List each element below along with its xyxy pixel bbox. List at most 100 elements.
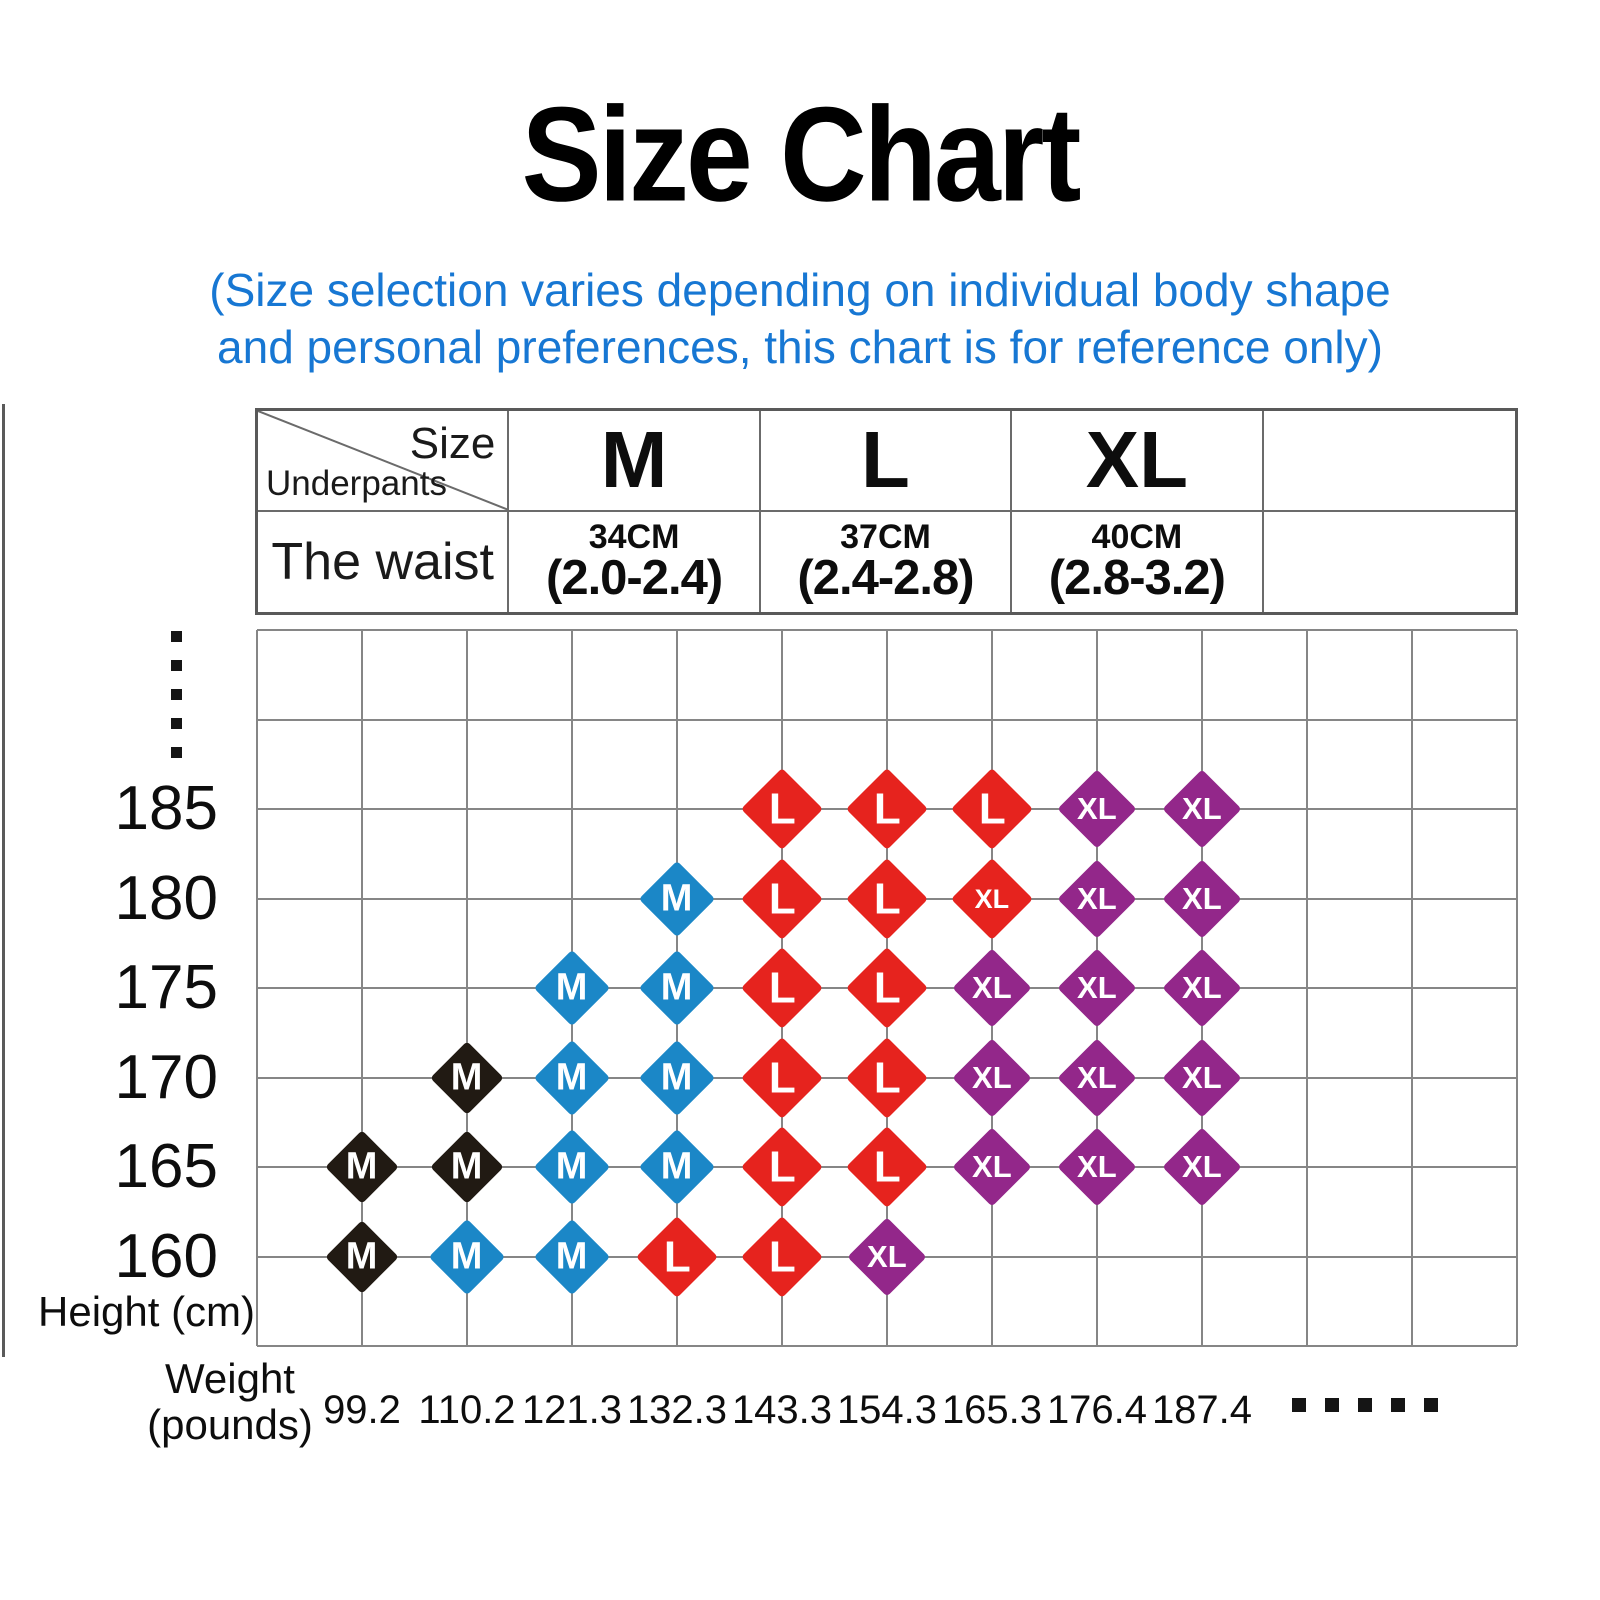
ellipsis-dot [1358,1398,1372,1412]
waist-value-xl: 40CM (2.8-3.2) [1012,511,1264,612]
y-tick-185: 185 [114,774,218,843]
x-tick-110.2: 110.2 [418,1388,516,1432]
waist-range-l: (2.4-2.8) [797,551,974,606]
size-marker-label: L [768,1141,796,1191]
size-marker-label: XL [972,970,1012,1005]
ellipsis-dot [171,660,182,671]
waist-value-m: 34CM (2.0-2.4) [509,511,761,612]
diagonal-divider-line [258,411,508,510]
subtitle-line-2: and personal preferences, this chart is … [217,321,1383,373]
size-column-header-empty [1263,411,1515,512]
waist-value-l: 37CM (2.4-2.8) [761,511,1013,612]
size-marker-label: XL [1182,970,1222,1005]
size-xl-label: XL [1085,415,1188,505]
size-marker-label: M [556,1056,588,1098]
x-tick-154.3: 154.3 [836,1388,938,1432]
y-axis-title: Height (cm) [38,1288,256,1335]
size-marker-label: XL [1182,880,1222,916]
x-tick-99.2: 99.2 [323,1388,401,1432]
size-marker-label: XL [1077,1059,1117,1095]
ellipsis-dot [1325,1398,1339,1412]
size-marker-label: XL [1182,1149,1222,1184]
size-marker-label: L [873,873,901,923]
size-marker-label: M [556,1235,588,1277]
size-marker-label: L [768,962,796,1012]
waist-range-m: (2.0-2.4) [546,551,723,606]
size-marker-label: M [556,1145,588,1188]
page-title: Size Chart [521,79,1082,230]
size-marker-label: M [556,966,588,1009]
x-axis-title-line-2: (pounds) [147,1401,313,1448]
size-marker-label: M [346,1145,378,1188]
size-marker-label: XL [1077,1149,1117,1184]
size-marker-label: L [768,873,796,923]
size-marker-label: L [873,1141,901,1191]
ellipsis-dot [1424,1398,1438,1412]
x-tick-187.4: 187.4 [1151,1388,1253,1432]
size-marker-label: M [661,1145,693,1188]
subtitle-line-1: (Size selection varies depending on indi… [209,264,1391,316]
x-axis-title: Weight (pounds) [120,1356,340,1448]
size-marker-label: XL [1077,880,1117,916]
waist-range-xl: (2.8-3.2) [1048,551,1226,606]
size-marker-label: L [873,1052,901,1102]
ellipsis-dot [1292,1398,1306,1412]
x-tick-132.3: 132.3 [626,1388,728,1432]
corner-size-label: Size [409,419,496,468]
size-column-header-xl: XL [1012,411,1264,512]
ellipsis-dot [171,631,182,642]
y-tick-175: 175 [114,953,218,1022]
size-marker-label: XL [972,1149,1012,1184]
size-marker-label: L [873,962,901,1012]
size-l-label: L [861,415,910,505]
waist-row-label-cell: The waist [258,511,510,612]
waist-row-label: The waist [271,532,494,591]
size-marker-label: M [451,1235,483,1277]
size-marker-label: XL [1182,791,1222,826]
size-marker-label: XL [1077,791,1117,826]
y-tick-170: 170 [114,1042,218,1112]
subtitle-note: (Size selection varies depending on indi… [0,262,1600,376]
x-tick-143.3: 143.3 [731,1388,833,1432]
y-tick-165: 165 [114,1132,218,1201]
y-tick-180: 180 [114,863,218,933]
waist-cm-xl: 40CM [1091,518,1183,557]
size-m-label: M [600,415,668,505]
ellipsis-dot [171,689,182,700]
size-column-header-l: L [760,411,1013,512]
y-tick-160: 160 [114,1221,218,1291]
y-axis-ellipsis [171,631,182,758]
size-marker-label: L [873,783,901,833]
size-marker-label: XL [1077,970,1117,1005]
size-marker-label: L [768,783,796,833]
left-crop-line [2,404,5,1357]
size-marker-label: L [978,783,1006,833]
size-table: Size Underpants M L XL The waist 34CM (2… [255,408,1518,615]
size-marker-label: M [661,966,693,1009]
size-marker-label: M [451,1056,483,1098]
size-marker-label: M [661,877,693,919]
x-axis-ellipsis [1292,1398,1438,1412]
size-marker-label: L [768,1231,796,1281]
corner-underpants-label: Underpants [266,463,447,503]
x-tick-121.3: 121.3 [521,1388,623,1432]
size-marker-label: M [661,1056,693,1098]
ellipsis-dot [1391,1398,1405,1412]
size-marker-label: XL [974,882,1010,913]
x-tick-165.3: 165.3 [941,1388,1043,1432]
size-column-header-m: M [509,411,761,512]
ellipsis-dot [171,718,182,729]
size-marker-label: L [663,1231,691,1281]
size-table-corner-cell: Size Underpants [258,411,510,512]
waist-cm-m: 34CM [588,518,680,557]
waist-cm-l: 37CM [840,518,931,557]
ellipsis-dot [171,747,182,758]
size-marker-label: XL [972,1059,1012,1095]
x-tick-176.4: 176.4 [1046,1388,1148,1432]
size-marker-label: XL [867,1238,907,1274]
size-marker-label: M [451,1145,483,1188]
size-marker-label: M [346,1235,378,1277]
x-axis-title-line-1: Weight [165,1355,295,1402]
